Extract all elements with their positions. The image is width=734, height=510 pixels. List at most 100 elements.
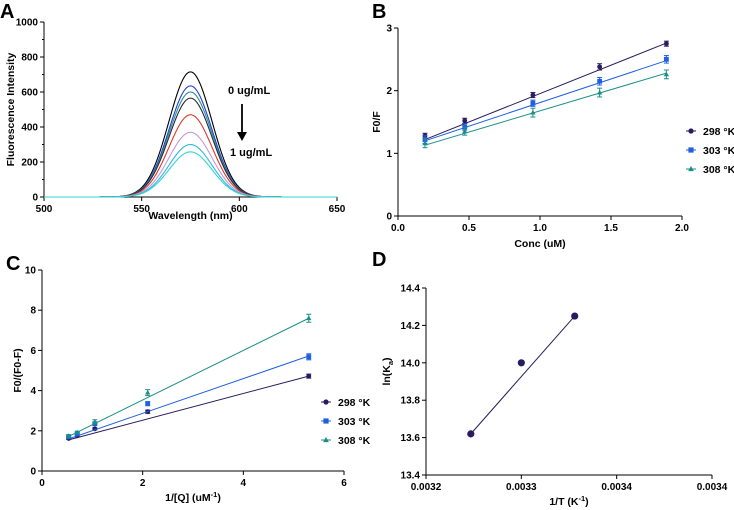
legend-label: 303 °K <box>703 145 734 157</box>
y-tick-label: 1000 <box>16 18 39 29</box>
data-point <box>571 312 578 319</box>
spectrum-line-4 <box>44 115 337 197</box>
x-tick-label: 0.0034 <box>601 482 632 493</box>
spectrum-line-0 <box>44 72 337 197</box>
data-point <box>306 374 311 379</box>
x-axis-label-main: 1/T (K <box>549 496 579 508</box>
data-point <box>597 79 602 84</box>
x-axis-label-sup: -1 <box>211 490 218 499</box>
y-tick-label: 3 <box>386 24 392 35</box>
data-point <box>467 430 474 437</box>
x-tick-label: 1.0 <box>533 223 547 234</box>
chart-c-double-log: 0 2 4 6 0 2 4 6 8 10 298 °K 303 °K 308 °K 1/[Q] (uM-1… <box>12 266 371 505</box>
x-tick-label: 0 <box>39 478 45 489</box>
y-tick-label: 14.2 <box>401 321 421 332</box>
y-tick-label: 4 <box>30 386 36 397</box>
legend-label: 298 °K <box>703 126 734 138</box>
y-tick-label: 2 <box>386 86 392 97</box>
fit-line-2 <box>425 73 666 145</box>
spectrum-line-3 <box>44 98 337 197</box>
y-tick-label: 400 <box>21 123 38 134</box>
x-tick-label: 600 <box>231 204 248 215</box>
y-tick-label: 10 <box>25 266 37 277</box>
y-tick-label: 6 <box>30 346 36 357</box>
figure: A B C D 500 550 600 650020040060080010000 u… <box>0 0 734 510</box>
data-point <box>306 354 311 359</box>
chart-a-fluorescence-spectra: 500 550 600 650 0 200 400 600 800 1000 0 ug/mL 1 ug… <box>5 18 346 223</box>
panel-letter-d: D <box>372 249 386 271</box>
data-point <box>597 64 602 69</box>
x-tick-label: 0.0 <box>391 223 405 234</box>
y-axis-label-main: ln(K <box>381 365 393 386</box>
y-tick-label: 13.4 <box>401 471 421 482</box>
legend-marker <box>323 418 328 423</box>
chart-d-vant-hoff: 0.0032 0.0033 0.0034 0.0034 13.4 13.6 13.8 14.0… <box>381 284 728 509</box>
y-tick-label: 14.4 <box>401 284 421 295</box>
y-tick-label: 2 <box>30 426 36 437</box>
legend-label: 308 °K <box>703 164 734 176</box>
spectrum-line-1 <box>44 86 337 197</box>
y-tick-label: 14.0 <box>401 358 421 369</box>
fit-line-0 <box>69 376 309 440</box>
panel-letter-a: A <box>0 1 14 23</box>
data-point <box>664 57 669 62</box>
fit-line-1 <box>69 356 309 439</box>
x-tick-label: 0.0034 <box>697 482 728 493</box>
fit-line-0 <box>425 43 666 140</box>
y-tick-label: 200 <box>21 158 38 169</box>
legend-marker <box>688 128 693 133</box>
legend-marker <box>323 399 328 404</box>
annotation-0-ugml: 0 ug/mL <box>228 85 270 97</box>
fit-line-2 <box>69 318 309 436</box>
x-tick-label: 0.0032 <box>411 482 442 493</box>
data-point <box>531 101 536 106</box>
panel-letter-c: C <box>6 253 20 275</box>
x-axis-label-sup: -1 <box>579 494 586 503</box>
x-tick-label: 650 <box>329 204 346 215</box>
data-point <box>145 401 150 406</box>
y-tick-label: 600 <box>21 88 38 99</box>
y-tick-label: 800 <box>21 53 38 64</box>
spectrum-line-7 <box>44 152 337 197</box>
x-axis-label-end: ) <box>217 492 221 504</box>
y-tick-label: 13.8 <box>401 396 421 407</box>
y-tick-label: 0 <box>32 193 38 204</box>
x-tick-label: 2 <box>140 478 146 489</box>
data-point <box>518 359 525 366</box>
data-point <box>306 315 311 320</box>
data-point <box>531 93 536 98</box>
data-point <box>145 390 150 395</box>
legend-label: 303 °K <box>338 416 371 428</box>
x-axis-label: Conc (uM) <box>514 238 565 250</box>
x-tick-label: 0.0033 <box>506 482 537 493</box>
x-tick-label: 4 <box>241 478 247 489</box>
x-axis-label: Wavelength (nm) <box>148 210 232 222</box>
chart-b-stern-volmer: 0.0 0.5 1.0 1.5 2.00123298 °K303 °K308 °KCon… <box>371 24 734 251</box>
spectrum-line-5 <box>44 132 337 197</box>
x-tick-label: 6 <box>341 478 347 489</box>
x-tick-label: 2.0 <box>675 223 689 234</box>
data-point <box>462 118 467 123</box>
x-axis-label: 1/T (K-1) <box>549 494 588 508</box>
y-axis-label: Fluorescence Intensity <box>5 52 17 166</box>
y-tick-label: 1 <box>386 149 392 160</box>
panel-letter-b: B <box>372 1 386 23</box>
y-axis-label: ln(Ka) <box>381 357 395 385</box>
x-tick-label: 0.5 <box>462 223 476 234</box>
legend-label: 308 °K <box>338 435 371 447</box>
data-point <box>664 41 669 46</box>
x-axis-label-main: 1/[Q] (uM <box>165 492 211 504</box>
y-tick-label: 0 <box>30 467 36 478</box>
y-axis-label-end: ) <box>381 357 393 361</box>
x-axis-label: 1/[Q] (uM-1) <box>165 490 221 504</box>
x-tick-label: 500 <box>36 204 53 215</box>
legend-marker <box>688 147 693 152</box>
y-tick-label: 8 <box>30 306 36 317</box>
y-tick-label: 0 <box>386 212 392 223</box>
arrow-head <box>237 132 247 141</box>
x-axis-label-end: ) <box>585 496 589 508</box>
y-axis-label: F0/F <box>371 111 383 133</box>
legend-label: 298 °K <box>338 397 371 409</box>
y-axis-label: F0/(F0-F) <box>12 348 24 392</box>
y-tick-label: 13.6 <box>401 433 421 444</box>
